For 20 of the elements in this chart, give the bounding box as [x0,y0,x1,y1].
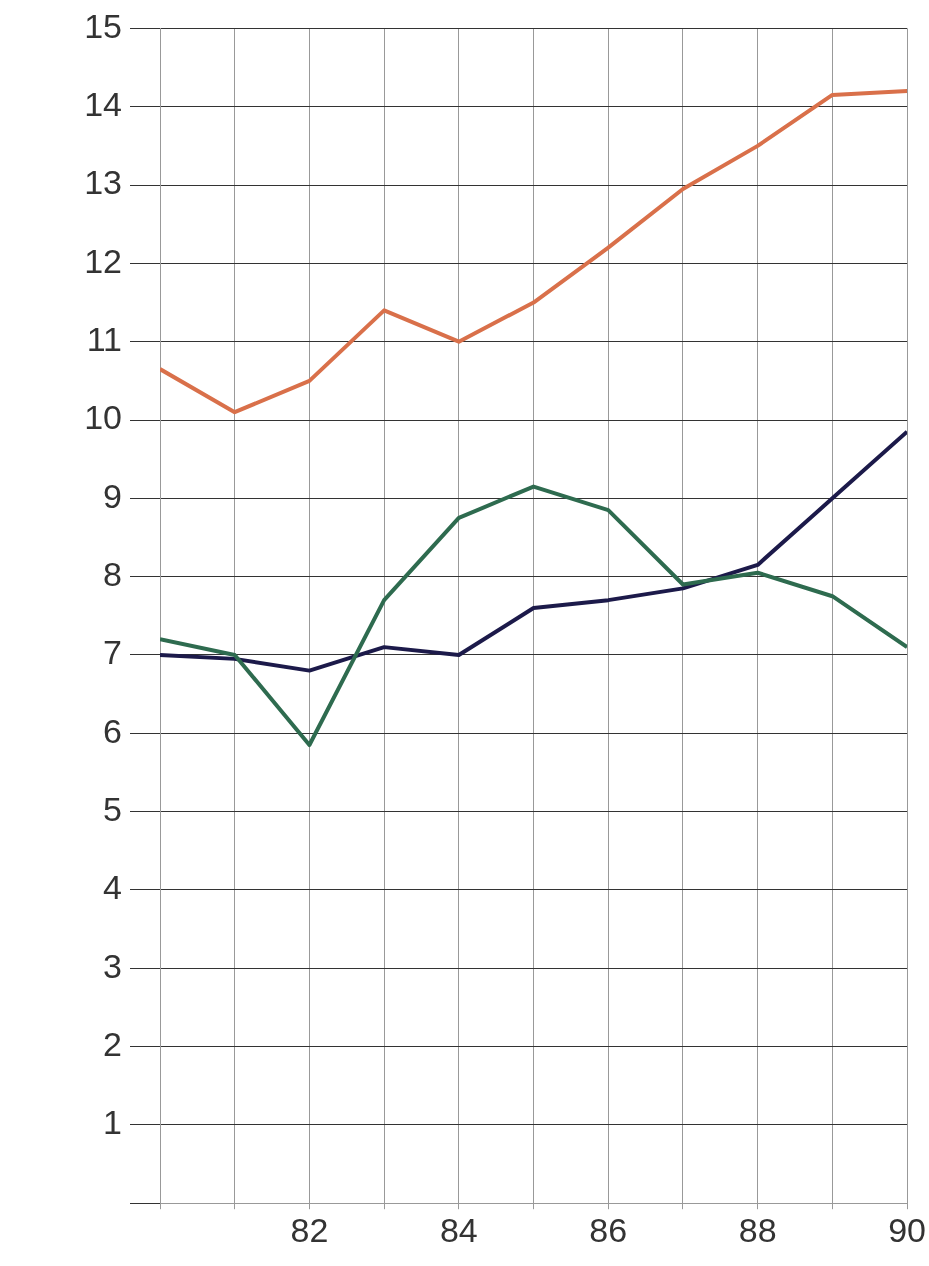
x-tick-label: 86 [589,1210,628,1249]
y-tick-label: 5 [103,789,122,828]
y-tick-label: 3 [103,946,122,985]
y-tick-label: 11 [86,320,122,359]
y-tick-label: 12 [84,241,122,280]
y-tick-label: 2 [103,1024,122,1063]
y-tick-label: 10 [84,398,122,437]
x-tick-label: 90 [888,1210,926,1249]
y-tick-label: 9 [103,476,122,515]
x-tick-label: 82 [290,1210,329,1249]
x-tick-label: 84 [439,1210,478,1249]
y-tick-label: 8 [103,555,122,594]
y-tick-label: 6 [103,711,122,750]
y-tick-label: 15 [84,6,122,45]
y-tick-label: 13 [84,163,122,202]
y-tick-label: 14 [84,85,122,124]
y-tick-label: 4 [103,868,122,907]
y-tick-label: 7 [103,633,122,672]
x-tick-label: 88 [738,1210,777,1249]
y-tick-label: 1 [103,1103,122,1142]
